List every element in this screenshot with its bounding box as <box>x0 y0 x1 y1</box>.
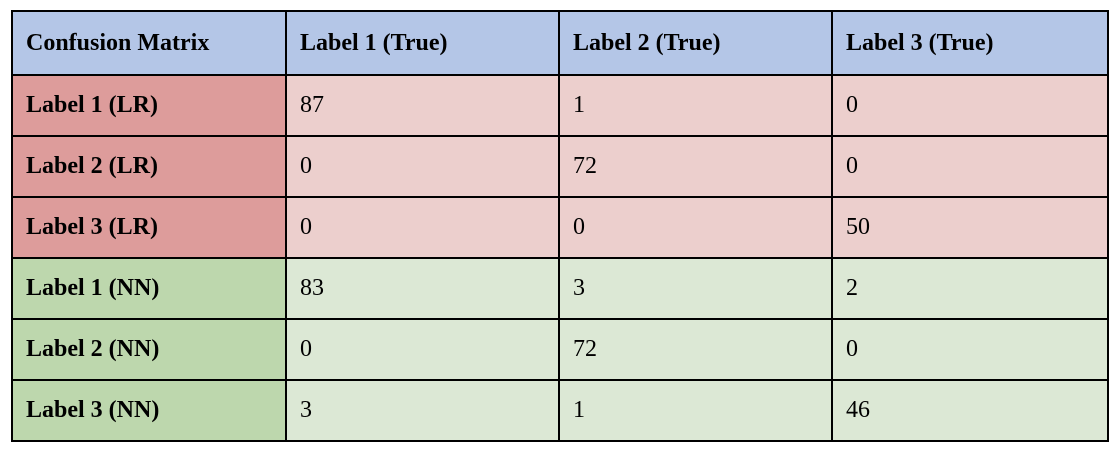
table-row: Label 3 (LR) 0 0 50 <box>12 197 1108 258</box>
table-cell: 50 <box>832 197 1108 258</box>
row-label-label-2-lr: Label 2 (LR) <box>12 136 286 197</box>
table-cell: 0 <box>832 75 1108 136</box>
table-cell: 0 <box>286 197 559 258</box>
corner-header: Confusion Matrix <box>12 11 286 75</box>
column-header-label-2-true: Label 2 (True) <box>559 11 832 75</box>
row-label-label-3-nn: Label 3 (NN) <box>12 380 286 441</box>
table-row: Label 2 (NN) 0 72 0 <box>12 319 1108 380</box>
table-cell: 1 <box>559 380 832 441</box>
table-row: Label 1 (LR) 87 1 0 <box>12 75 1108 136</box>
row-label-label-2-nn: Label 2 (NN) <box>12 319 286 380</box>
table-row: Label 2 (LR) 0 72 0 <box>12 136 1108 197</box>
table-cell: 0 <box>559 197 832 258</box>
table-cell: 3 <box>559 258 832 319</box>
column-header-label-3-true: Label 3 (True) <box>832 11 1108 75</box>
table-cell: 83 <box>286 258 559 319</box>
row-label-label-1-nn: Label 1 (NN) <box>12 258 286 319</box>
table-row: Label 3 (NN) 3 1 46 <box>12 380 1108 441</box>
table-cell: 0 <box>832 136 1108 197</box>
table-cell: 0 <box>286 319 559 380</box>
header-row: Confusion Matrix Label 1 (True) Label 2 … <box>12 11 1108 75</box>
table-cell: 0 <box>286 136 559 197</box>
table-cell: 1 <box>559 75 832 136</box>
row-label-label-3-lr: Label 3 (LR) <box>12 197 286 258</box>
confusion-matrix-table: Confusion Matrix Label 1 (True) Label 2 … <box>11 10 1109 442</box>
table-cell: 3 <box>286 380 559 441</box>
table-row: Label 1 (NN) 83 3 2 <box>12 258 1108 319</box>
table-cell: 72 <box>559 319 832 380</box>
table-cell: 72 <box>559 136 832 197</box>
row-label-label-1-lr: Label 1 (LR) <box>12 75 286 136</box>
column-header-label-1-true: Label 1 (True) <box>286 11 559 75</box>
table-cell: 46 <box>832 380 1108 441</box>
table-cell: 87 <box>286 75 559 136</box>
table-cell: 2 <box>832 258 1108 319</box>
table-cell: 0 <box>832 319 1108 380</box>
